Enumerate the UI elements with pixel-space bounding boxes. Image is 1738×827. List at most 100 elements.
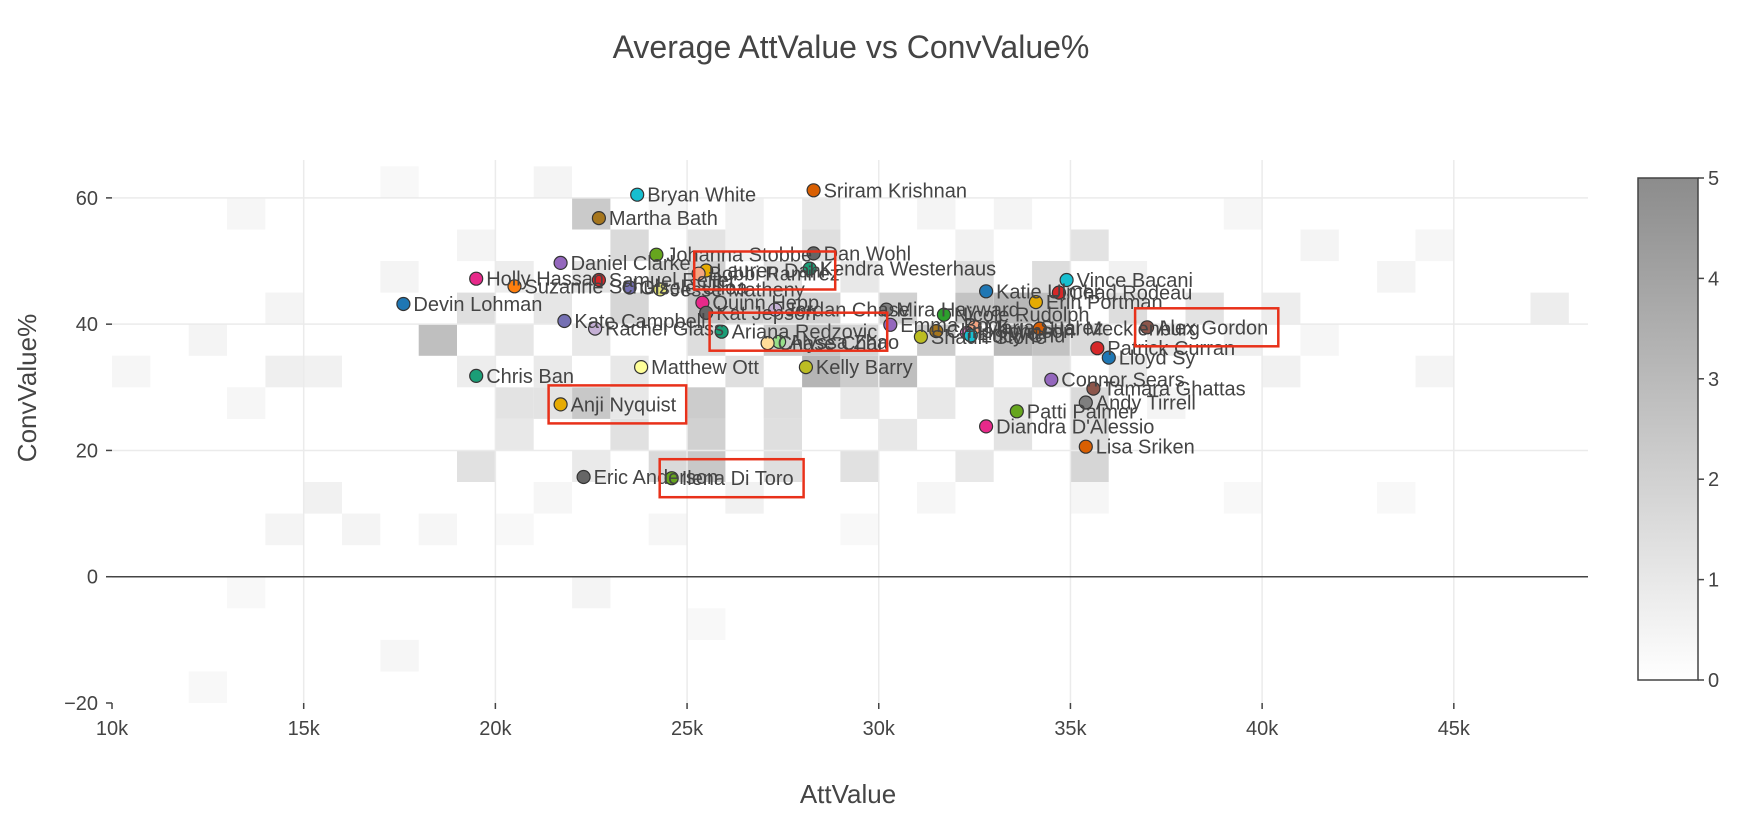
colorbar-ticks: 0 1 2 3 4 5 [1698, 168, 1719, 692]
point-label: Dan Wohl [824, 243, 911, 265]
point-label: Quinn Hepp [712, 293, 819, 315]
heatmap-cell [687, 387, 726, 419]
data-point [664, 471, 679, 486]
heatmap-cell [763, 450, 802, 482]
point-label: Alex Gordon [1157, 317, 1268, 339]
heatmap-cell [763, 387, 802, 419]
highlight-box [658, 457, 805, 499]
point-label: Martha Bath [609, 208, 718, 230]
point-label: Matthew Ott [651, 357, 759, 379]
data-point [622, 280, 637, 295]
point-label: Kelly Barry [816, 357, 913, 379]
heatmap-cell [725, 197, 764, 230]
heatmap-cell [955, 355, 994, 388]
heatmap-cell [265, 355, 304, 388]
data-point [714, 324, 729, 339]
point-label: Bryan White [647, 185, 756, 207]
heatmap-cell [1530, 292, 1569, 325]
point-label: Maria Suarez [985, 317, 1104, 339]
data-point [576, 469, 591, 485]
heatmap-cell [418, 324, 457, 356]
colorbar-tick-label: 2 [1708, 469, 1719, 491]
colorbar-tick-label: 3 [1708, 369, 1719, 391]
heatmap-cell [993, 197, 1033, 230]
heatmap-cell [878, 355, 918, 388]
point-label: Alyssa Zhao [789, 332, 899, 354]
x-tick-label: 25k [671, 718, 704, 740]
x-tick-label: 35k [1054, 718, 1087, 740]
data-point [1059, 272, 1074, 288]
colorbar-tick-label: 4 [1708, 268, 1719, 290]
colorbar-tick-label: 5 [1708, 168, 1719, 190]
heatmap-cell [495, 387, 534, 419]
heatmap-cell [802, 197, 841, 230]
data-point [1139, 320, 1155, 335]
data-point [978, 419, 994, 434]
heatmap-cell [303, 355, 342, 388]
data-point [806, 246, 821, 261]
heatmap-cell [457, 229, 496, 262]
heatmap-cell [955, 229, 994, 262]
highlight-box [1133, 307, 1280, 348]
data-point [591, 272, 607, 288]
data-point [469, 368, 484, 383]
point-label: Holly Hassan [486, 269, 604, 291]
point-label: Chris Johnson [946, 321, 1074, 343]
x-tick-label: 45k [1438, 718, 1471, 740]
highlight-boxes [547, 250, 1280, 499]
highlight-box [692, 250, 837, 291]
x-tick-label: 30k [863, 718, 896, 740]
heatmap-cell [380, 166, 419, 198]
heatmap-cell [725, 292, 764, 325]
heatmap-cell [1108, 355, 1148, 388]
data-point [1078, 395, 1093, 410]
data-point [1032, 321, 1047, 336]
heatmap-cell [610, 387, 649, 419]
x-tick-label: 15k [288, 718, 321, 740]
point-label: Johanna Stobbe [666, 245, 812, 267]
point-label: Andy Tirrell [1096, 393, 1196, 415]
point-label: Lucy Chu [981, 326, 1066, 348]
y-tick-label: 20 [76, 440, 98, 462]
data-point [553, 255, 568, 270]
point-label: Lin Wu [977, 323, 1039, 345]
heatmap-cell [265, 513, 304, 546]
heatmap-cell [418, 513, 457, 546]
heatmap-cell [457, 450, 496, 482]
heatmap-cell [610, 229, 649, 262]
heatmap-cell [610, 292, 649, 325]
point-label: Anji Nyquist [571, 394, 677, 416]
heatmap-cell [572, 576, 611, 609]
point-label: Chad Rodeau [1069, 283, 1192, 305]
point-label: Lloyd Sy [1119, 348, 1196, 370]
point-label: Jordan Chase [785, 300, 910, 322]
x-tick-label: 40k [1246, 718, 1279, 740]
heatmap-cell [572, 197, 611, 230]
data-point [978, 284, 994, 299]
heatmap-cell [648, 513, 687, 546]
heatmap-cell [763, 261, 802, 293]
x-tick-label: 20k [479, 718, 512, 740]
highlight-box [708, 311, 889, 352]
colorbar: 0 1 2 3 4 5 [1637, 168, 1719, 692]
data-point [1101, 350, 1116, 365]
point-label: Kate Campbell [574, 311, 705, 333]
heatmap-cell [725, 229, 764, 262]
heatmap-cell [495, 513, 534, 546]
heatmap-cell [802, 292, 841, 325]
point-label: Lauren Dahl [716, 261, 825, 283]
point-label: Mira Hayward [896, 300, 1019, 322]
heatmap-cell [1070, 450, 1109, 482]
heatmap-cell [380, 261, 419, 293]
heatmap-cell [380, 639, 419, 672]
point-label: Eric Anderson [594, 467, 719, 489]
heatmap-cell [1262, 355, 1301, 388]
heatmap-cell [1147, 387, 1186, 419]
y-axis-title: ConvValue% [12, 314, 42, 462]
point-label: Katie Ulmer [996, 281, 1101, 303]
heatmap-cell [1223, 482, 1263, 514]
heatmap-cell [840, 387, 879, 419]
heatmap-cell [993, 324, 1033, 356]
heatmap-cell [917, 197, 956, 230]
